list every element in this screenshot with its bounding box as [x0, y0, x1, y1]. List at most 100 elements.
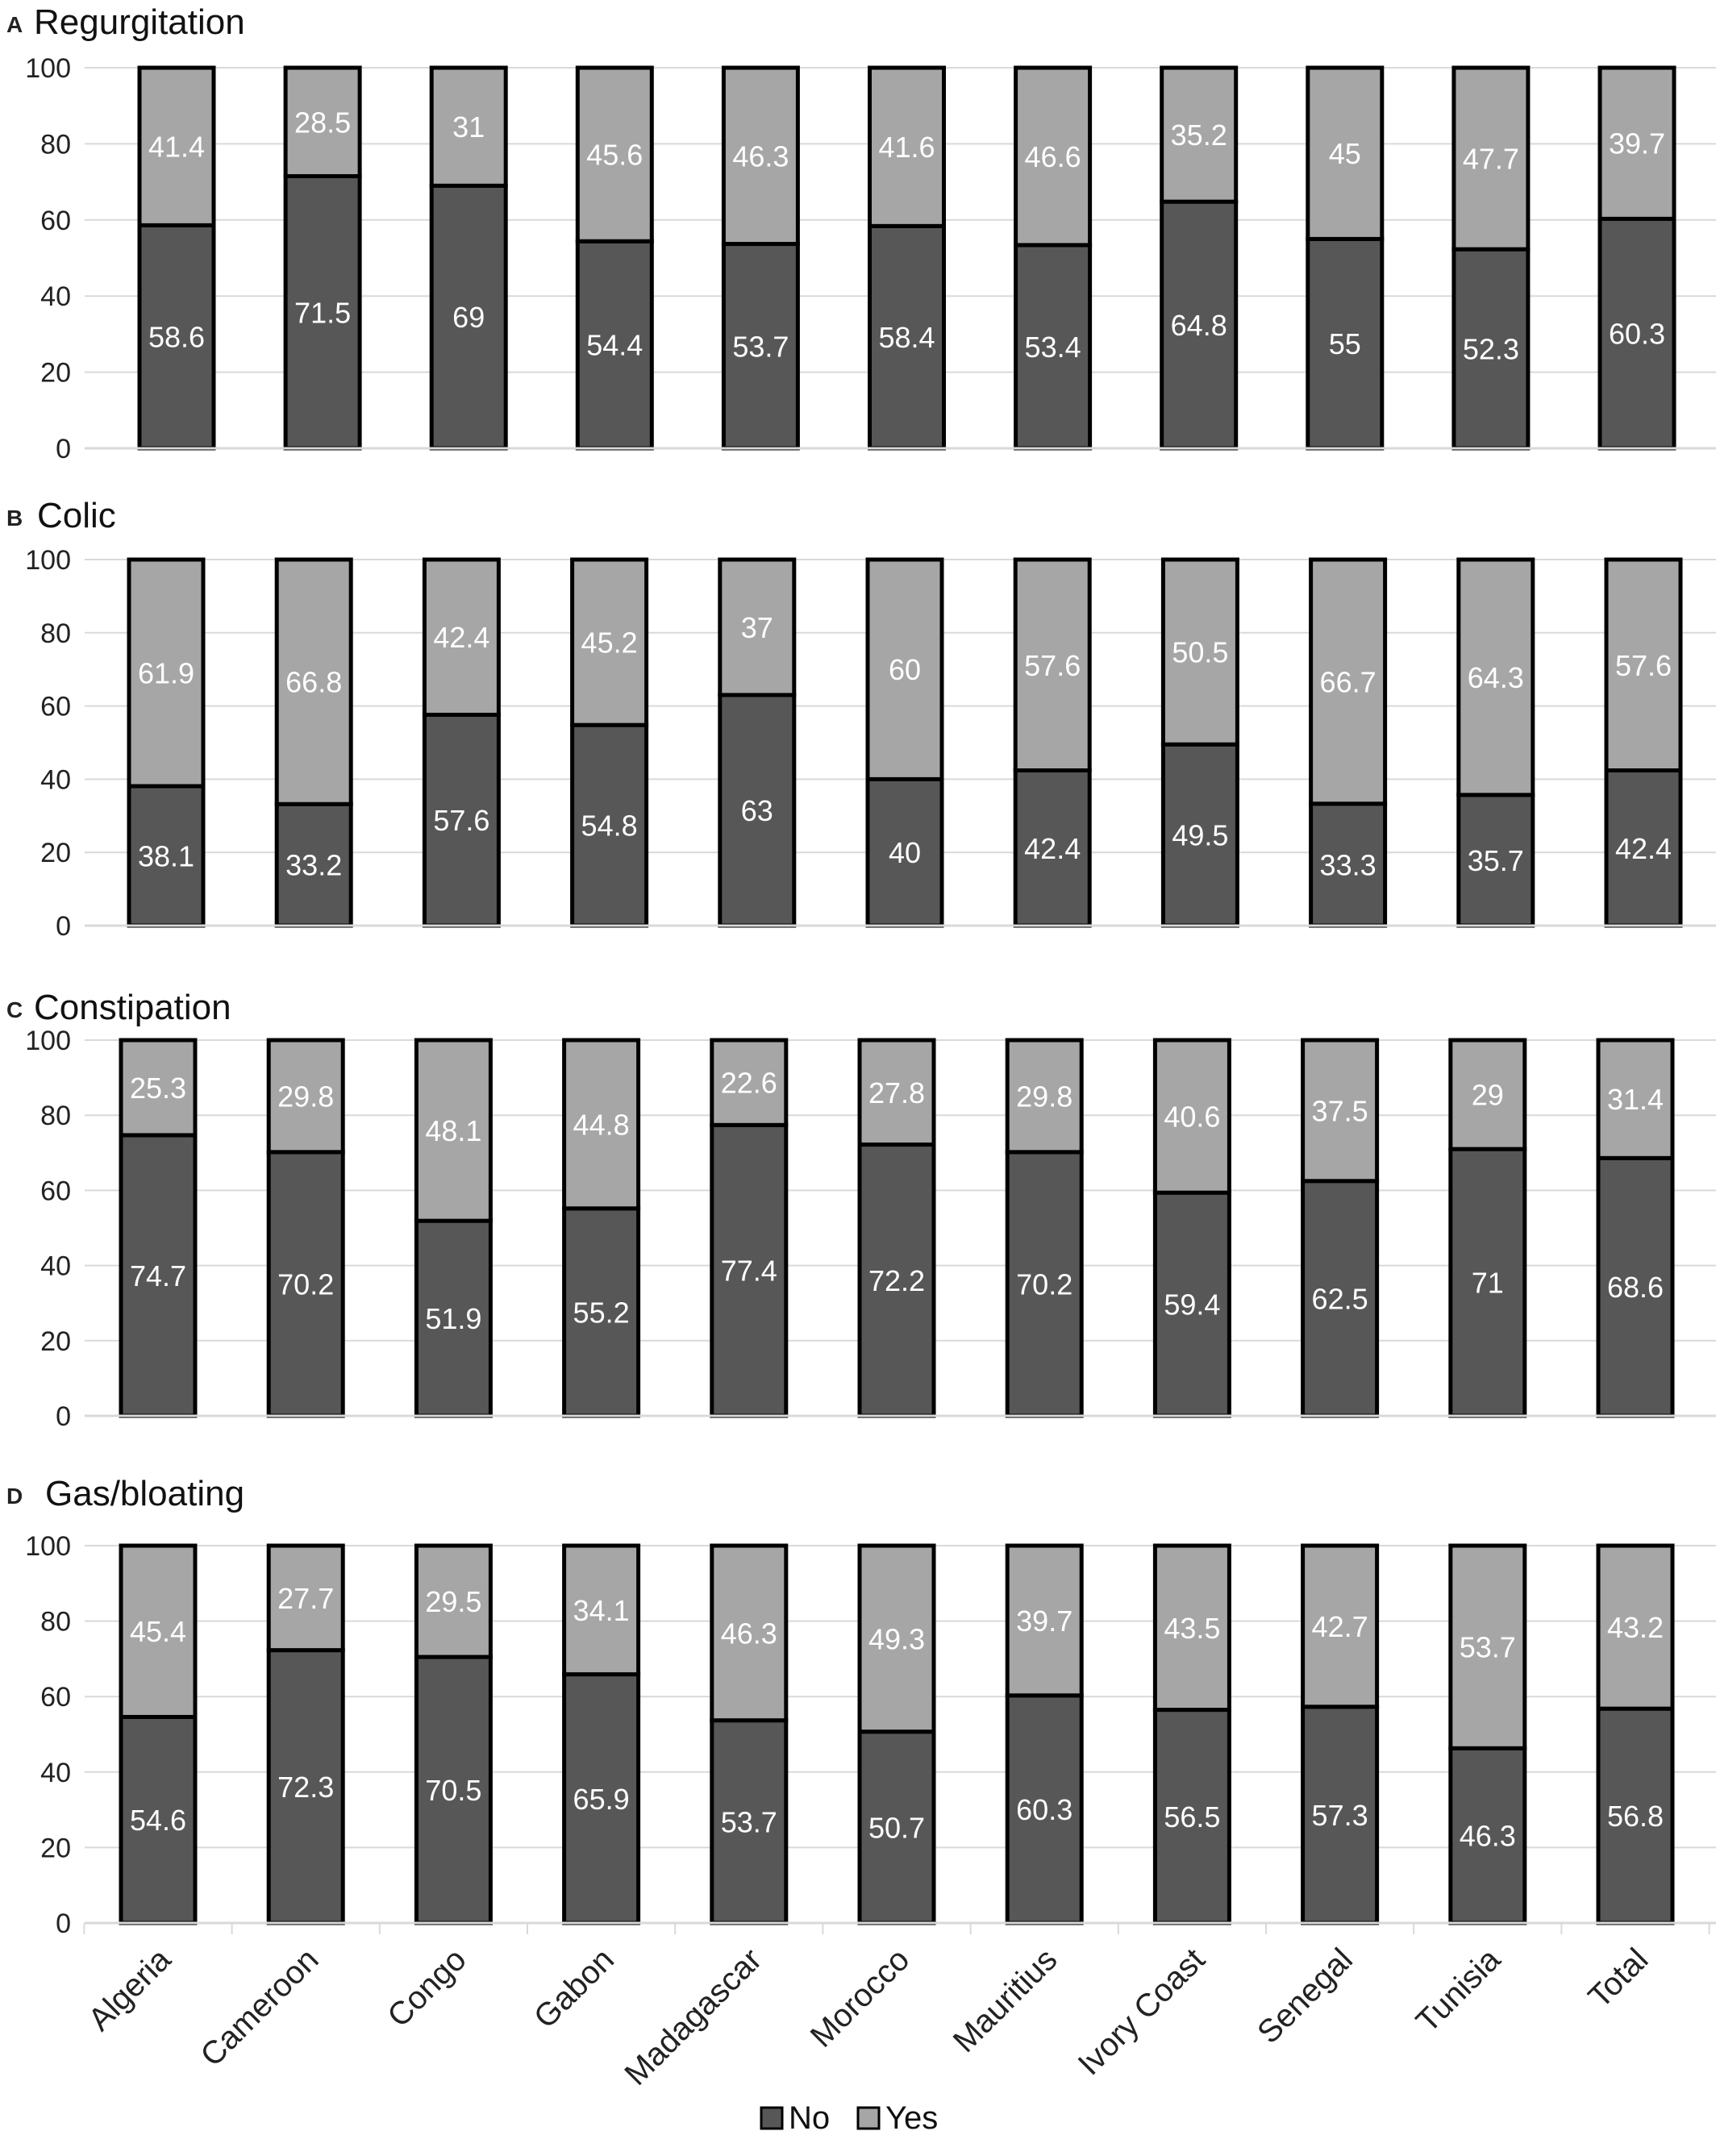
data-label: 27.8 — [868, 1076, 925, 1109]
data-label: 35.7 — [1468, 844, 1524, 877]
category-label: Cameroon — [194, 1942, 325, 2073]
y-tick-label: 20 — [40, 838, 71, 868]
category-label: Mauritius — [947, 1942, 1064, 2059]
data-label: 47.7 — [1463, 143, 1519, 176]
data-label: 39.7 — [1609, 127, 1665, 160]
y-tick-label: 60 — [40, 692, 71, 722]
data-label: 66.7 — [1320, 665, 1377, 698]
bar-segment-yes — [1005, 1038, 1084, 1155]
category-label: Ivory Coast — [1072, 1942, 1212, 2082]
data-label: 58.4 — [878, 321, 935, 354]
panel-letter: B — [6, 506, 23, 531]
data-label: 63 — [741, 794, 773, 827]
category-label: Total — [1582, 1942, 1656, 2015]
bar-segment-yes — [1596, 1543, 1675, 1711]
data-label: 57.3 — [1312, 1799, 1368, 1832]
bar-segment-no — [857, 1143, 936, 1418]
category-label: Madagascar — [618, 1942, 768, 2092]
bar-segment-yes — [718, 557, 797, 697]
y-tick-label: 80 — [40, 1607, 71, 1638]
data-label: 40.6 — [1164, 1101, 1220, 1134]
data-label: 68.6 — [1607, 1271, 1664, 1304]
data-label: 53.7 — [1460, 1631, 1516, 1664]
data-label: 38.1 — [138, 840, 194, 873]
bar-segment-yes — [137, 65, 216, 227]
y-tick-label: 100 — [25, 545, 71, 576]
bar-segment-no — [414, 1654, 493, 1925]
data-label: 62.5 — [1312, 1282, 1368, 1315]
panel-title: Gas/bloating — [45, 1474, 244, 1513]
bar-segment-yes — [119, 1543, 198, 1719]
data-label: 72.3 — [277, 1771, 334, 1804]
y-tick-label: 60 — [40, 206, 71, 236]
y-tick-label: 60 — [40, 1682, 71, 1713]
category-label: Tunisia — [1410, 1942, 1508, 2040]
data-label: 42.7 — [1312, 1610, 1368, 1643]
data-label: 35.2 — [1171, 119, 1227, 152]
data-label: 49.5 — [1172, 819, 1228, 852]
bar-segment-yes — [857, 1543, 936, 1734]
bar-segment-yes — [1160, 65, 1239, 204]
bar-segment-yes — [283, 65, 362, 179]
data-label: 40 — [889, 836, 921, 869]
bar-segment-yes — [1152, 1038, 1231, 1195]
y-tick-label: 0 — [56, 1401, 71, 1432]
data-label: 72.2 — [868, 1264, 925, 1297]
y-tick-label: 40 — [40, 281, 71, 312]
panel-title: Colic — [37, 496, 116, 535]
chart-panel-d: D Gas/bloating 0 20 40 60 80 100 54.6 45.4 72.3 27.… — [6, 1474, 1716, 2092]
y-tick-label: 0 — [56, 911, 71, 942]
data-label: 64.8 — [1171, 309, 1227, 342]
bar-segment-no — [1596, 1155, 1675, 1418]
data-label: 53.4 — [1025, 331, 1081, 364]
data-label: 45 — [1329, 137, 1361, 170]
panel-letter: A — [6, 12, 23, 37]
bar-segment-yes — [562, 1543, 641, 1677]
data-label: 54.8 — [581, 810, 638, 843]
data-label: 43.5 — [1164, 1612, 1220, 1645]
bar-segment-no — [429, 183, 508, 451]
chart-panel-b: B Colic 0 20 40 60 80 100 38.1 61.9 33.2 66.8 57.6 42… — [6, 496, 1716, 942]
data-label: 57.6 — [1024, 649, 1081, 682]
data-label: 69 — [452, 301, 485, 334]
y-tick-label: 40 — [40, 1758, 71, 1788]
data-label: 64.3 — [1468, 661, 1524, 694]
data-label: 34.1 — [573, 1594, 630, 1627]
data-label: 55 — [1329, 327, 1361, 360]
panel-title: Constipation — [34, 988, 231, 1027]
bar-segment-yes — [1604, 557, 1683, 773]
data-label: 51.9 — [425, 1302, 481, 1335]
bar-segment-yes — [266, 1038, 345, 1155]
bar-segment-no — [119, 1714, 198, 1925]
data-label: 45.6 — [586, 139, 643, 172]
data-label: 45.2 — [581, 626, 638, 660]
data-label: 54.6 — [130, 1804, 186, 1837]
bar-segment-yes — [1014, 65, 1093, 248]
bar-segment-yes — [562, 1038, 641, 1211]
bar-segment-yes — [1309, 557, 1388, 806]
bar-segment-yes — [1448, 1543, 1527, 1750]
data-label: 70.5 — [425, 1774, 481, 1807]
legend-swatch-no — [760, 2106, 784, 2130]
chart-panel-a: A Regurgitation 0 20 40 60 80 100 58.6 41.4 71.5 28… — [6, 2, 1716, 464]
data-label: 57.6 — [1615, 649, 1672, 682]
y-tick-label: 80 — [40, 1101, 71, 1131]
data-label: 52.3 — [1463, 333, 1519, 366]
data-label: 29.8 — [277, 1080, 334, 1113]
data-label: 77.4 — [721, 1255, 777, 1288]
y-tick-label: 0 — [56, 434, 71, 464]
chart-panel-c: C Constipation 0 20 40 60 80 100 74.7 25.3 70.2 29.… — [6, 988, 1716, 1432]
bar-segment-no — [1597, 216, 1676, 451]
data-label: 66.8 — [285, 666, 342, 699]
bar-segment-no — [1014, 243, 1093, 451]
category-label: Congo — [381, 1942, 473, 2033]
bar-segment-yes — [1301, 1038, 1380, 1184]
data-label: 42.4 — [433, 621, 489, 654]
legend-swatch-yes — [856, 2106, 881, 2130]
bar-segment-yes — [710, 1543, 789, 1723]
data-label: 22.6 — [721, 1067, 777, 1100]
data-label: 31.4 — [1607, 1083, 1664, 1116]
data-label: 71.5 — [294, 296, 351, 329]
bar-segment-yes — [868, 65, 946, 228]
bar-segment-yes — [1456, 557, 1535, 797]
